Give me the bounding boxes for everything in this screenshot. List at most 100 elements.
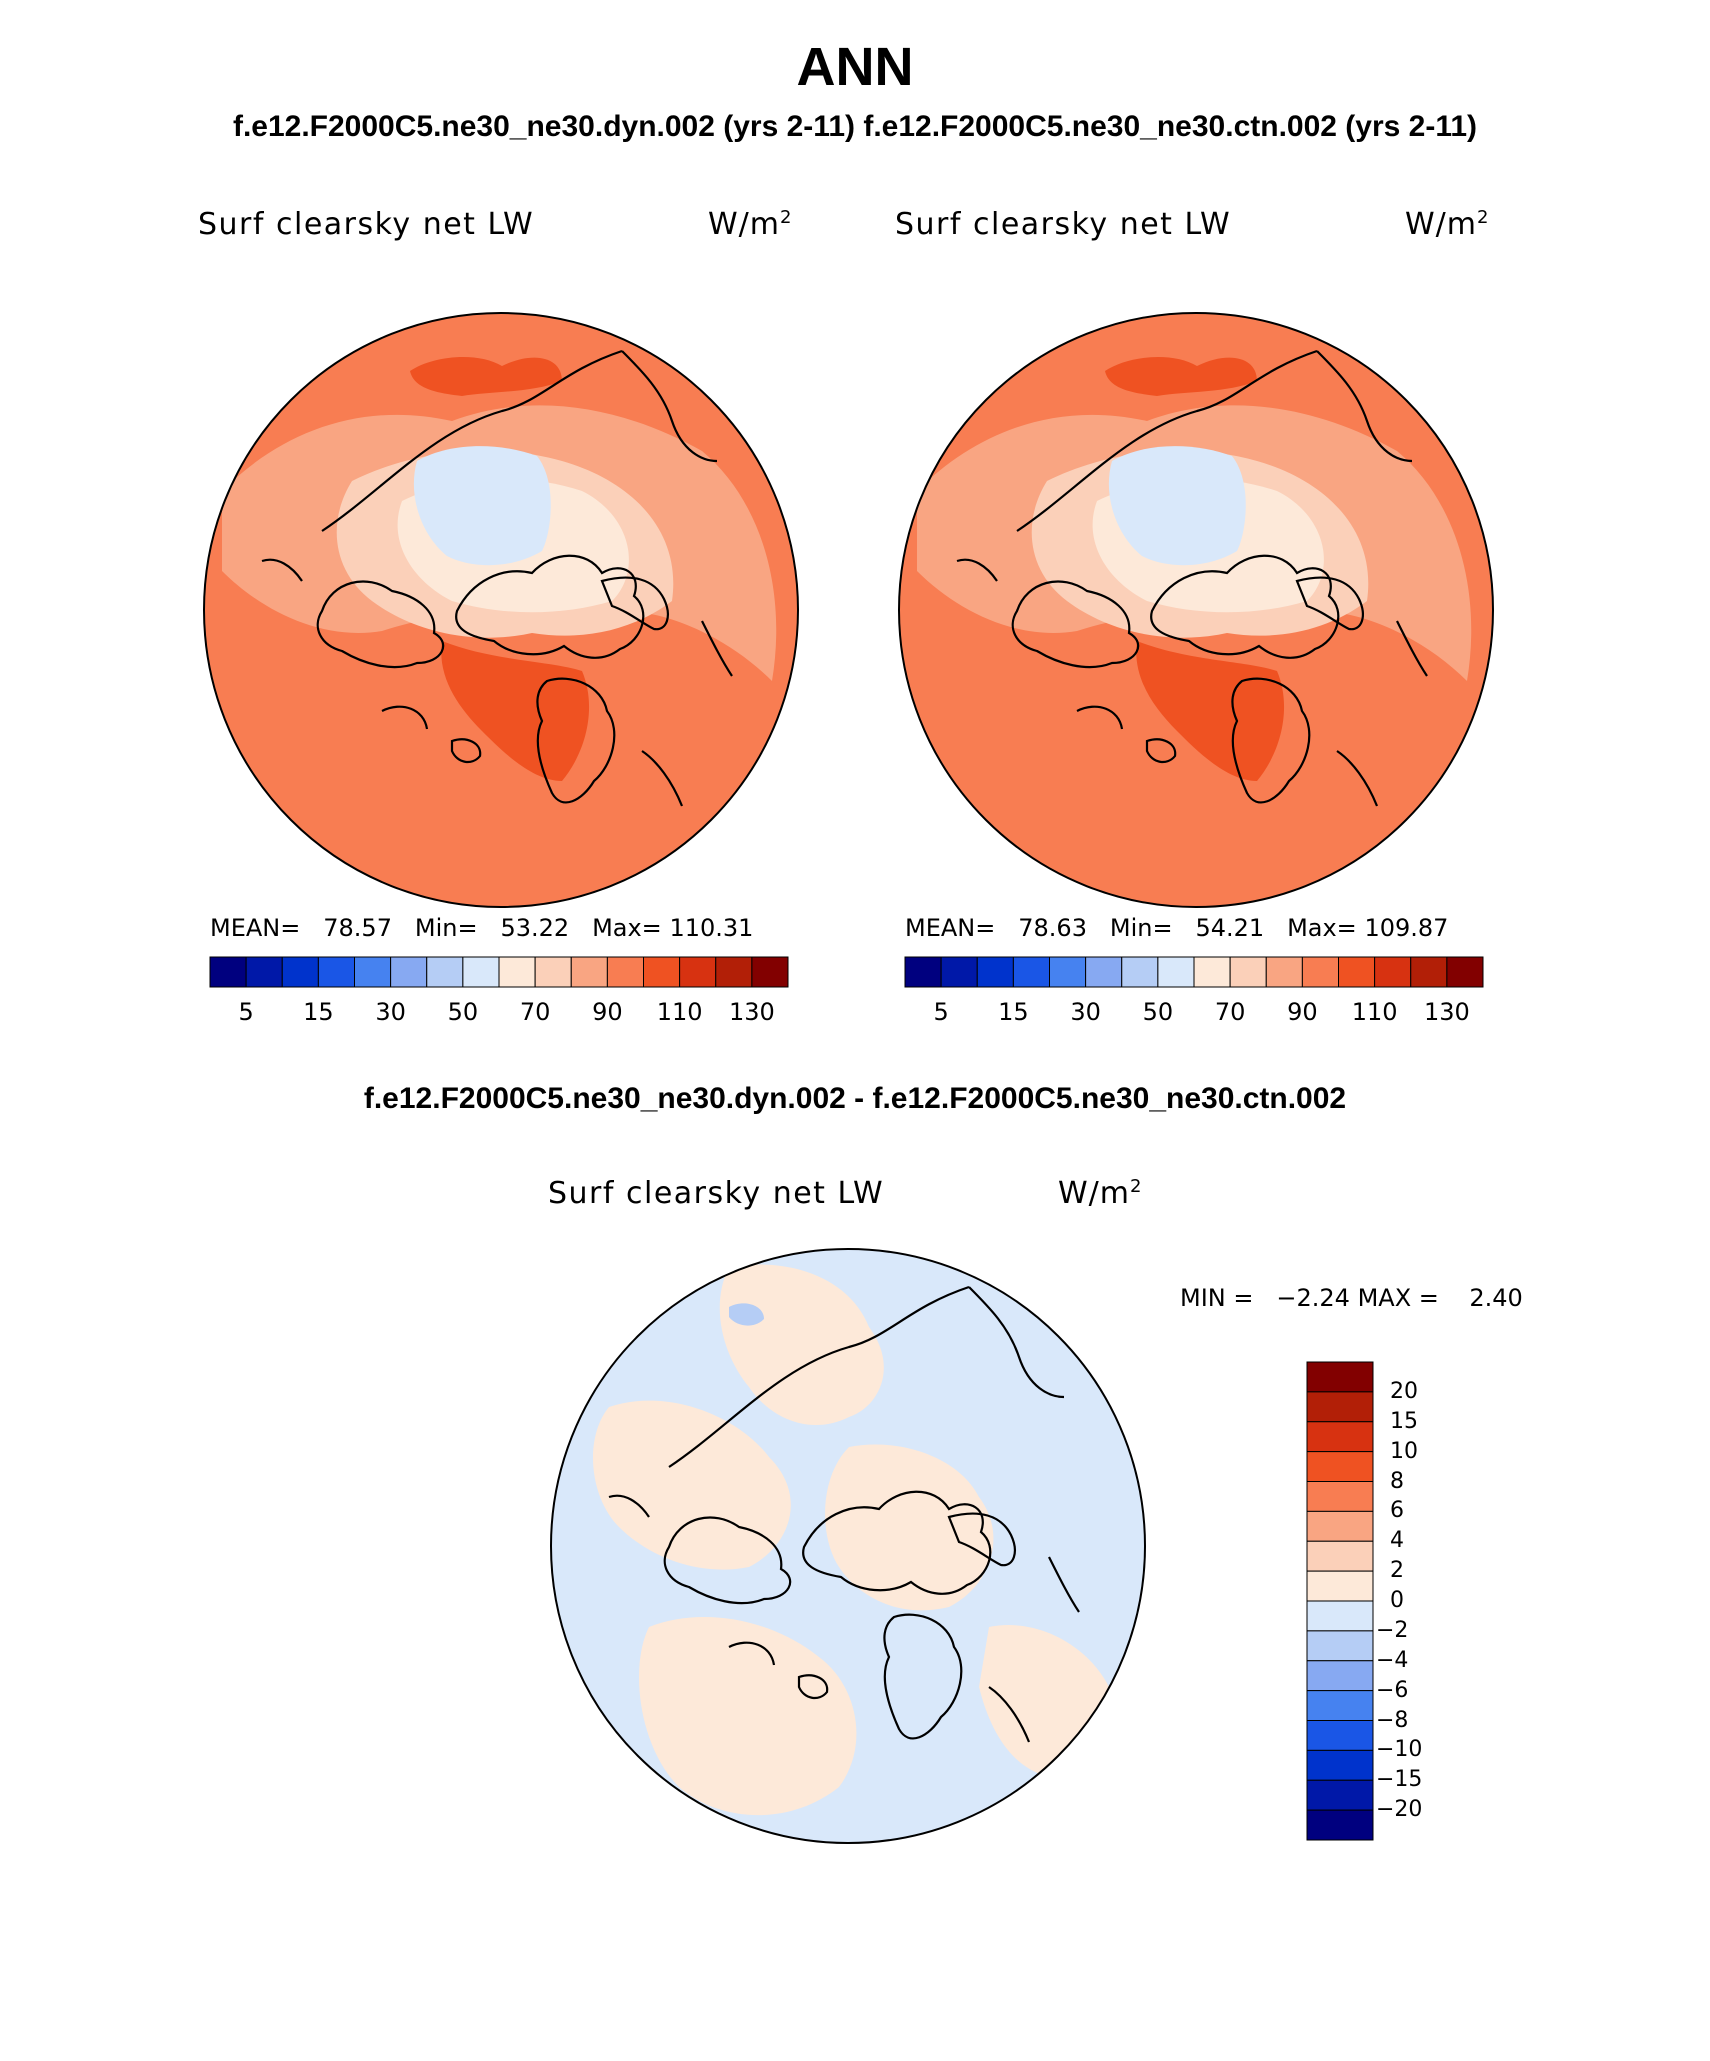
panel2-coastline: [956, 558, 998, 582]
panel1-colorbar-swatch: [643, 956, 681, 988]
panel1-fields: [204, 313, 798, 907]
panel2-min-value: 54.21: [1195, 914, 1265, 942]
panel3-colorbar-labels: 20 15 10 8 6 4 2 0 −2 −4 −6 −8 −10 −15 −20: [1376, 1361, 1464, 1841]
panel1-coastline: [701, 620, 733, 677]
panel3-units-prefix: W/m: [1058, 1176, 1130, 1211]
panel1-polar-map: [203, 312, 799, 908]
panel3-colorbar-swatch: [1306, 1451, 1374, 1482]
panel1-colorbar-swatch: [426, 956, 464, 988]
panel3-colorbar-swatch: [1306, 1779, 1374, 1811]
panel1-units-exp: 2: [780, 207, 793, 228]
panel2-colorbar-swatch: [1049, 956, 1087, 988]
panel3-colorbar-tick-label: 0: [1390, 1588, 1404, 1613]
panel1-coastline: [316, 580, 445, 669]
panel3-colorbar-tick-label: 4: [1390, 1528, 1404, 1554]
panel1-colorbar-tick-label: 90: [592, 998, 623, 1026]
panel2-colorbar-swatch: [1085, 956, 1123, 988]
panel2-colorbar-tick-label: 50: [1142, 998, 1174, 1026]
panel2-coastline: [1076, 705, 1124, 730]
panel2-colorbar-swatch: [1193, 956, 1231, 988]
panel1-colorbar-tick-label: 70: [519, 998, 551, 1026]
panel2-colorbar: [904, 956, 1484, 988]
panel2-colorbar-tick-label: 110: [1351, 998, 1398, 1026]
panel2-mean-label: MEAN=: [905, 914, 996, 942]
panel3-colorbar-tick-label: 8: [1390, 1468, 1404, 1494]
panel3-colorbar-swatch: [1306, 1391, 1374, 1423]
panel2-colorbar-swatch: [1157, 956, 1195, 988]
panel3-coastline: [947, 1512, 1016, 1567]
panel1-colorbar-swatch: [209, 956, 247, 988]
panel1-min-label: Min=: [414, 914, 478, 942]
panel2-colorbar-swatch: [1410, 956, 1448, 988]
panel2-region-atlantic: [1136, 641, 1285, 781]
figure-title: ANN: [796, 37, 914, 97]
panel3-colorbar-swatch: [1306, 1809, 1374, 1841]
panel1-colorbar-tick-label: 110: [656, 998, 703, 1026]
panel3-colorbar-swatch: [1306, 1510, 1374, 1542]
panel2-colorbar-tick-label: 5: [933, 998, 949, 1026]
panel3-max-label: MAX =: [1357, 1284, 1439, 1312]
panel1-mean-label: MEAN=: [210, 914, 301, 942]
panel2-min-label: Min=: [1109, 914, 1173, 942]
panel3-colorbar-swatch: [1306, 1660, 1374, 1692]
panel2-colorbar-swatch: [1446, 956, 1484, 988]
panel2-colorbar-swatch: [1121, 956, 1159, 988]
panel2-units-prefix: W/m: [1405, 207, 1477, 242]
panel2-colorbar-tick-label: 70: [1214, 998, 1246, 1026]
panel1-max-label: Max=: [592, 914, 662, 942]
panel3-map-border: [550, 1248, 1146, 1844]
panel2-coastline: [1145, 738, 1177, 764]
panel3-colorbar-swatch: [1306, 1540, 1374, 1572]
panel2-max-label: Max=: [1287, 914, 1357, 942]
panel3-colorbar-swatch: [1306, 1421, 1374, 1453]
panel3-colorbar-tick-label: −2: [1376, 1617, 1409, 1643]
panel1-units-prefix: W/m: [708, 207, 780, 242]
panel1-max-value: 110.31: [669, 914, 754, 942]
panel1-colorbar-tick-label: 15: [303, 998, 334, 1026]
diff-title: f.e12.F2000C5.ne30_ne30.dyn.002 - f.e12.…: [363, 1082, 1347, 1115]
panel3-region-positive: [639, 1617, 857, 1816]
panel3-colorbar-tick-label: 10: [1390, 1438, 1418, 1464]
panel1-colorbar-tick-label: 50: [447, 998, 479, 1026]
panel1-colorbar-swatch: [354, 956, 392, 988]
panel2-colorbar-tick-label: 90: [1287, 998, 1318, 1026]
panel3-colorbar-tick-label: −20: [1376, 1797, 1423, 1823]
panel1-colorbar-tick-label: 5: [238, 998, 254, 1026]
panel1-colorbar-tick-label: 30: [375, 998, 406, 1026]
panel1-coastline: [536, 677, 616, 804]
panel2-polar-map: [898, 312, 1494, 908]
panel1-colorbar-swatch: [281, 956, 319, 988]
panel3-min-label: MIN =: [1180, 1284, 1254, 1312]
panel3-region-negative2: [729, 1303, 764, 1326]
panel3-colorbar-tick-label: −10: [1376, 1737, 1423, 1763]
panel3-region-positive: [825, 1444, 994, 1611]
panel3-colorbar-swatch: [1306, 1749, 1374, 1781]
panel1-colorbar-swatch: [751, 956, 789, 988]
panel3-colorbar-tick-label: −6: [1376, 1677, 1409, 1703]
panel3-colorbar-swatch: [1306, 1481, 1374, 1512]
panel2-colorbar-swatch: [1374, 956, 1412, 988]
panel1-coastline: [641, 750, 684, 807]
panel2-coastline: [1231, 677, 1311, 804]
panel1-colorbar-swatch: [534, 956, 572, 988]
panel1-field-title: Surf clearsky net LW: [198, 207, 535, 242]
panel1-colorbar-swatch: [390, 956, 428, 988]
panel3-colorbar-swatch: [1306, 1570, 1374, 1602]
panel1-coastline: [621, 350, 718, 463]
panel1-region-arctic-ice: [413, 446, 551, 566]
panel1-colorbar-swatch: [715, 956, 753, 988]
panel2-colorbar-tick-label: 130: [1423, 998, 1470, 1026]
panel3-coastline: [802, 1490, 992, 1595]
panel2-colorbar-swatch: [904, 956, 942, 988]
panel2-colorbar-swatch: [940, 956, 978, 988]
panel1-colorbar-swatch: [245, 956, 283, 988]
panel2-coastline: [1016, 349, 1318, 532]
panel2-coastline: [1336, 750, 1379, 807]
panel3-colorbar-tick-label: 2: [1390, 1558, 1404, 1584]
panel2-coastline: [1295, 576, 1364, 631]
panel1-colorbar-swatch: [317, 956, 355, 988]
panel3-coastline: [1048, 1556, 1080, 1613]
panel1-colorbar-swatch: [570, 956, 608, 988]
panel1-mean-value: 78.57: [323, 914, 392, 942]
panel2-coastline: [1150, 554, 1340, 659]
